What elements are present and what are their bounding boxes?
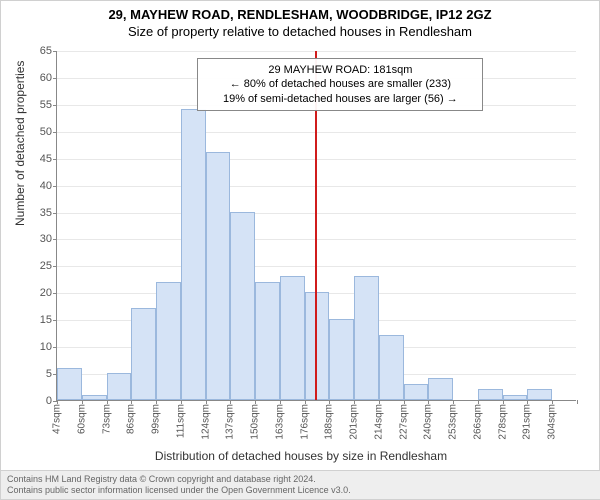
ytick-label: 30 <box>40 233 52 245</box>
xtick-label: 111sqm <box>175 404 186 438</box>
ytick-label: 55 <box>40 99 52 111</box>
annotation-line-2: ← 80% of detached houses are smaller (23… <box>204 77 476 91</box>
xtick-label: 304sqm <box>547 404 558 440</box>
xtick-label: 124sqm <box>200 404 211 440</box>
ytick-label: 20 <box>40 287 52 299</box>
ytick-label: 35 <box>40 207 52 219</box>
ytick-mark <box>53 105 57 106</box>
xtick-label: 176sqm <box>299 404 310 440</box>
xtick-label: 99sqm <box>151 404 162 434</box>
xtick-label: 240sqm <box>423 404 434 440</box>
y-axis-label: Number of detached properties <box>13 61 27 226</box>
xtick-mark <box>577 400 578 404</box>
ytick-mark <box>53 132 57 133</box>
histogram-bar <box>131 308 156 400</box>
histogram-bar <box>305 292 330 400</box>
xtick-label: 60sqm <box>76 404 87 434</box>
ytick-label: 65 <box>40 45 52 57</box>
ytick-label: 50 <box>40 126 52 138</box>
histogram-bar <box>82 395 107 400</box>
ytick-label: 60 <box>40 72 52 84</box>
xtick-label: 150sqm <box>250 404 261 440</box>
histogram-bar <box>354 276 379 400</box>
xtick-label: 214sqm <box>373 404 384 440</box>
xtick-label: 201sqm <box>349 404 360 440</box>
histogram-bar <box>107 373 132 400</box>
x-axis-label: Distribution of detached houses by size … <box>1 449 600 463</box>
ytick-label: 5 <box>46 368 52 380</box>
xtick-label: 73sqm <box>101 404 112 434</box>
xtick-label: 278sqm <box>497 404 508 440</box>
xtick-label: 47sqm <box>52 404 63 434</box>
histogram-bar <box>478 389 503 400</box>
ytick-label: 45 <box>40 153 52 165</box>
ytick-mark <box>53 293 57 294</box>
histogram-bar <box>527 389 552 400</box>
footer-line-2: Contains public sector information licen… <box>7 485 595 496</box>
histogram-bar <box>428 378 453 400</box>
ytick-mark <box>53 159 57 160</box>
histogram-bar <box>57 368 82 400</box>
annotation-line-1: 29 MAYHEW ROAD: 181sqm <box>204 63 476 77</box>
ytick-mark <box>53 266 57 267</box>
xtick-label: 163sqm <box>274 404 285 440</box>
chart-area: 0510152025303540455055606547sqm60sqm73sq… <box>56 51 576 401</box>
ytick-label: 15 <box>40 314 52 326</box>
histogram-bar <box>329 319 354 400</box>
chart-container: 29, MAYHEW ROAD, RENDLESHAM, WOODBRIDGE,… <box>0 0 600 500</box>
xtick-label: 253sqm <box>448 404 459 440</box>
annotation-line-3: 19% of semi-detached houses are larger (… <box>204 92 476 106</box>
ytick-label: 10 <box>40 341 52 353</box>
annotation-box: 29 MAYHEW ROAD: 181sqm← 80% of detached … <box>197 58 483 111</box>
ytick-mark <box>53 239 57 240</box>
plot-region: 0510152025303540455055606547sqm60sqm73sq… <box>56 51 576 401</box>
histogram-bar <box>156 282 181 400</box>
ytick-label: 25 <box>40 260 52 272</box>
histogram-bar <box>255 282 280 400</box>
histogram-bar <box>206 152 231 400</box>
ytick-mark <box>53 186 57 187</box>
histogram-bar <box>280 276 305 400</box>
ytick-label: 40 <box>40 180 52 192</box>
histogram-bar <box>181 109 206 400</box>
footer-line-1: Contains HM Land Registry data © Crown c… <box>7 474 595 485</box>
ytick-mark <box>53 320 57 321</box>
xtick-label: 227sqm <box>398 404 409 440</box>
histogram-bar <box>404 384 429 400</box>
histogram-bar <box>230 212 255 400</box>
ytick-mark <box>53 347 57 348</box>
ytick-mark <box>53 51 57 52</box>
ytick-mark <box>53 78 57 79</box>
xtick-label: 188sqm <box>324 404 335 440</box>
footer: Contains HM Land Registry data © Crown c… <box>1 470 600 500</box>
histogram-bar <box>379 335 404 400</box>
ytick-mark <box>53 213 57 214</box>
chart-title-1: 29, MAYHEW ROAD, RENDLESHAM, WOODBRIDGE,… <box>1 1 599 22</box>
xtick-label: 266sqm <box>472 404 483 440</box>
histogram-bar <box>503 395 528 400</box>
xtick-label: 86sqm <box>126 404 137 434</box>
chart-title-2: Size of property relative to detached ho… <box>1 22 599 39</box>
xtick-label: 137sqm <box>225 404 236 440</box>
xtick-label: 291sqm <box>522 404 533 440</box>
